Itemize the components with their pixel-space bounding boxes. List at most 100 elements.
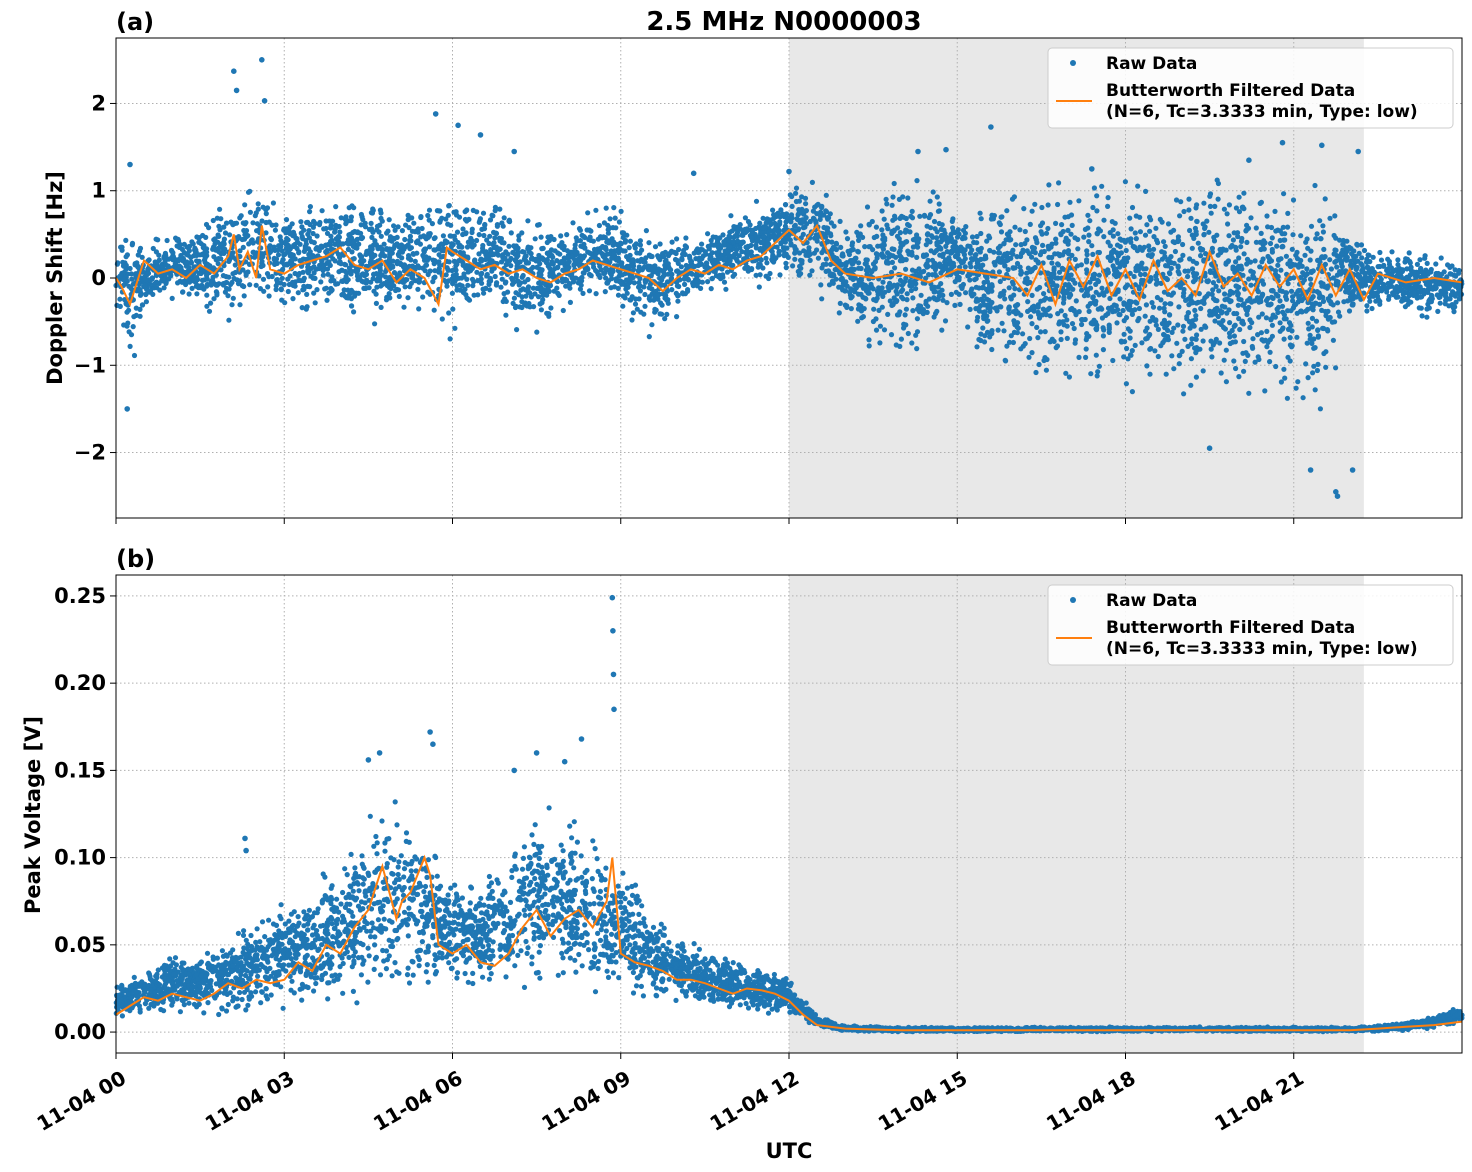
panel-a-raw-point (418, 214, 424, 220)
panel-a-raw-point (781, 253, 787, 259)
panel-a-raw-point (1200, 368, 1206, 374)
panel-a-raw-point (899, 294, 905, 300)
panel-a-raw-point (801, 210, 807, 216)
panel-a-raw-point (506, 243, 512, 249)
panel-a-raw-point (626, 245, 632, 251)
panel-a-raw-point (1235, 233, 1241, 240)
panel-a-raw-point (1176, 238, 1182, 244)
panel-a-raw-point (1310, 370, 1316, 376)
panel-a-raw-point (218, 216, 224, 222)
panel-a-raw-point (891, 227, 898, 233)
panel-a-raw-point (445, 212, 451, 218)
panel-a-raw-point (196, 235, 202, 241)
panel-a-raw-point (1236, 374, 1242, 380)
panel-a-raw-point (259, 218, 265, 224)
panel-a-raw-point (204, 271, 210, 277)
panel-a-raw-point (593, 291, 599, 297)
panel-a-raw-point (569, 275, 575, 281)
panel-a-raw-point (1065, 227, 1071, 233)
panel-a-raw-point (858, 308, 865, 314)
panel-a-raw-point (1136, 305, 1142, 312)
panel-a-raw-point (860, 314, 867, 320)
panel-a-raw-point (1335, 309, 1342, 315)
panel-a-raw-point (1166, 256, 1172, 262)
panel-a-raw-point (1014, 330, 1021, 336)
panel-a-raw-point (1185, 273, 1191, 280)
panel-a-raw-point (378, 304, 384, 310)
panel-a-raw-point (1314, 367, 1320, 374)
panel-a-raw-point (272, 227, 278, 233)
panel-a-raw-point (1244, 256, 1251, 262)
panel-a-raw-point (1137, 244, 1143, 250)
panel-a-raw-point (186, 291, 192, 297)
panel-a-raw-point (407, 284, 413, 290)
panel-a-raw-point (1094, 208, 1100, 214)
panel-a-raw-point (803, 201, 809, 207)
panel-a-raw-point (1049, 260, 1055, 266)
panel-a-raw-point (1280, 309, 1286, 315)
panel-a-raw-point (939, 327, 945, 333)
panel-a-raw-point (939, 222, 945, 228)
panel-a-raw-point (1428, 269, 1434, 275)
panel-a-raw-point (1289, 246, 1295, 252)
panel-a-raw-point (642, 303, 648, 309)
panel-a-raw-point (1084, 252, 1090, 258)
panel-a-raw-point (1315, 327, 1321, 333)
panel-a-raw-point (1423, 281, 1429, 287)
panel-a-raw-point (889, 259, 896, 265)
panel-a-raw-point (431, 307, 437, 313)
panel-a-raw-point (241, 227, 247, 234)
panel-a-raw-point (307, 209, 313, 215)
panel-a-raw-point (430, 257, 436, 263)
panel-a-raw-point (1202, 224, 1208, 230)
panel-a-raw-point (423, 262, 430, 268)
panel-a-raw-point (1153, 322, 1159, 328)
panel-a-raw-point (319, 208, 325, 214)
panel-a-raw-point (1173, 197, 1180, 203)
panel-a-raw-point (649, 322, 655, 328)
panel-a-raw-point (1029, 292, 1035, 298)
panel-a-raw-point (1449, 263, 1455, 269)
panel-a-raw-point (310, 275, 316, 281)
panel-a-raw-point (369, 234, 375, 240)
panel-a-raw-point (1164, 276, 1170, 283)
panel-a-raw-point (210, 217, 216, 224)
panel-a-raw-point (836, 310, 842, 316)
panel-a-raw-point (1010, 339, 1017, 346)
panel-a-raw-point (483, 249, 489, 255)
panel-a-raw-point (1132, 307, 1138, 313)
panel-a-raw-point (221, 236, 227, 242)
panel-a-raw-point (407, 233, 413, 239)
panel-a-raw-point (1122, 179, 1128, 185)
panel-a-raw-point (1046, 182, 1052, 188)
panel-a-raw-point (1309, 340, 1315, 346)
panel-a-raw-point (1192, 225, 1198, 231)
panel-a-raw-point (1091, 185, 1097, 191)
panel-a-raw-point (1185, 268, 1191, 274)
panel-a-raw-point (1259, 278, 1265, 284)
panel-a-raw-point (1168, 229, 1174, 235)
panel-a-raw-point (632, 245, 638, 251)
panel-a-raw-point (931, 218, 938, 225)
panel-a-raw-point (1121, 301, 1127, 307)
panel-a-raw-point (1041, 297, 1047, 303)
panel-a-raw-point (1269, 322, 1275, 328)
panel-a-raw-point (1058, 336, 1064, 343)
panel-a-raw-point (151, 281, 157, 287)
panel-a-raw-point (560, 307, 566, 314)
panel-a-raw-point (338, 261, 344, 267)
panel-a-raw-point (536, 252, 542, 259)
panel-a-raw-point (1058, 329, 1064, 335)
panel-a-raw-point (948, 248, 954, 254)
panel-a-raw-point (672, 256, 679, 263)
panel-a-raw-point (477, 216, 483, 222)
panel-a-raw-point (459, 283, 465, 289)
panel-a-raw-point (1451, 309, 1457, 315)
panel-a-raw-point (1101, 234, 1107, 240)
panel-a-raw-point (245, 189, 252, 195)
panel-a-raw-point (965, 243, 971, 249)
panel-a-raw-point (1155, 326, 1161, 332)
panel-a-raw-point (1346, 308, 1353, 314)
panel-a-raw-point (1325, 316, 1332, 322)
panel-a-raw-point (617, 240, 624, 246)
